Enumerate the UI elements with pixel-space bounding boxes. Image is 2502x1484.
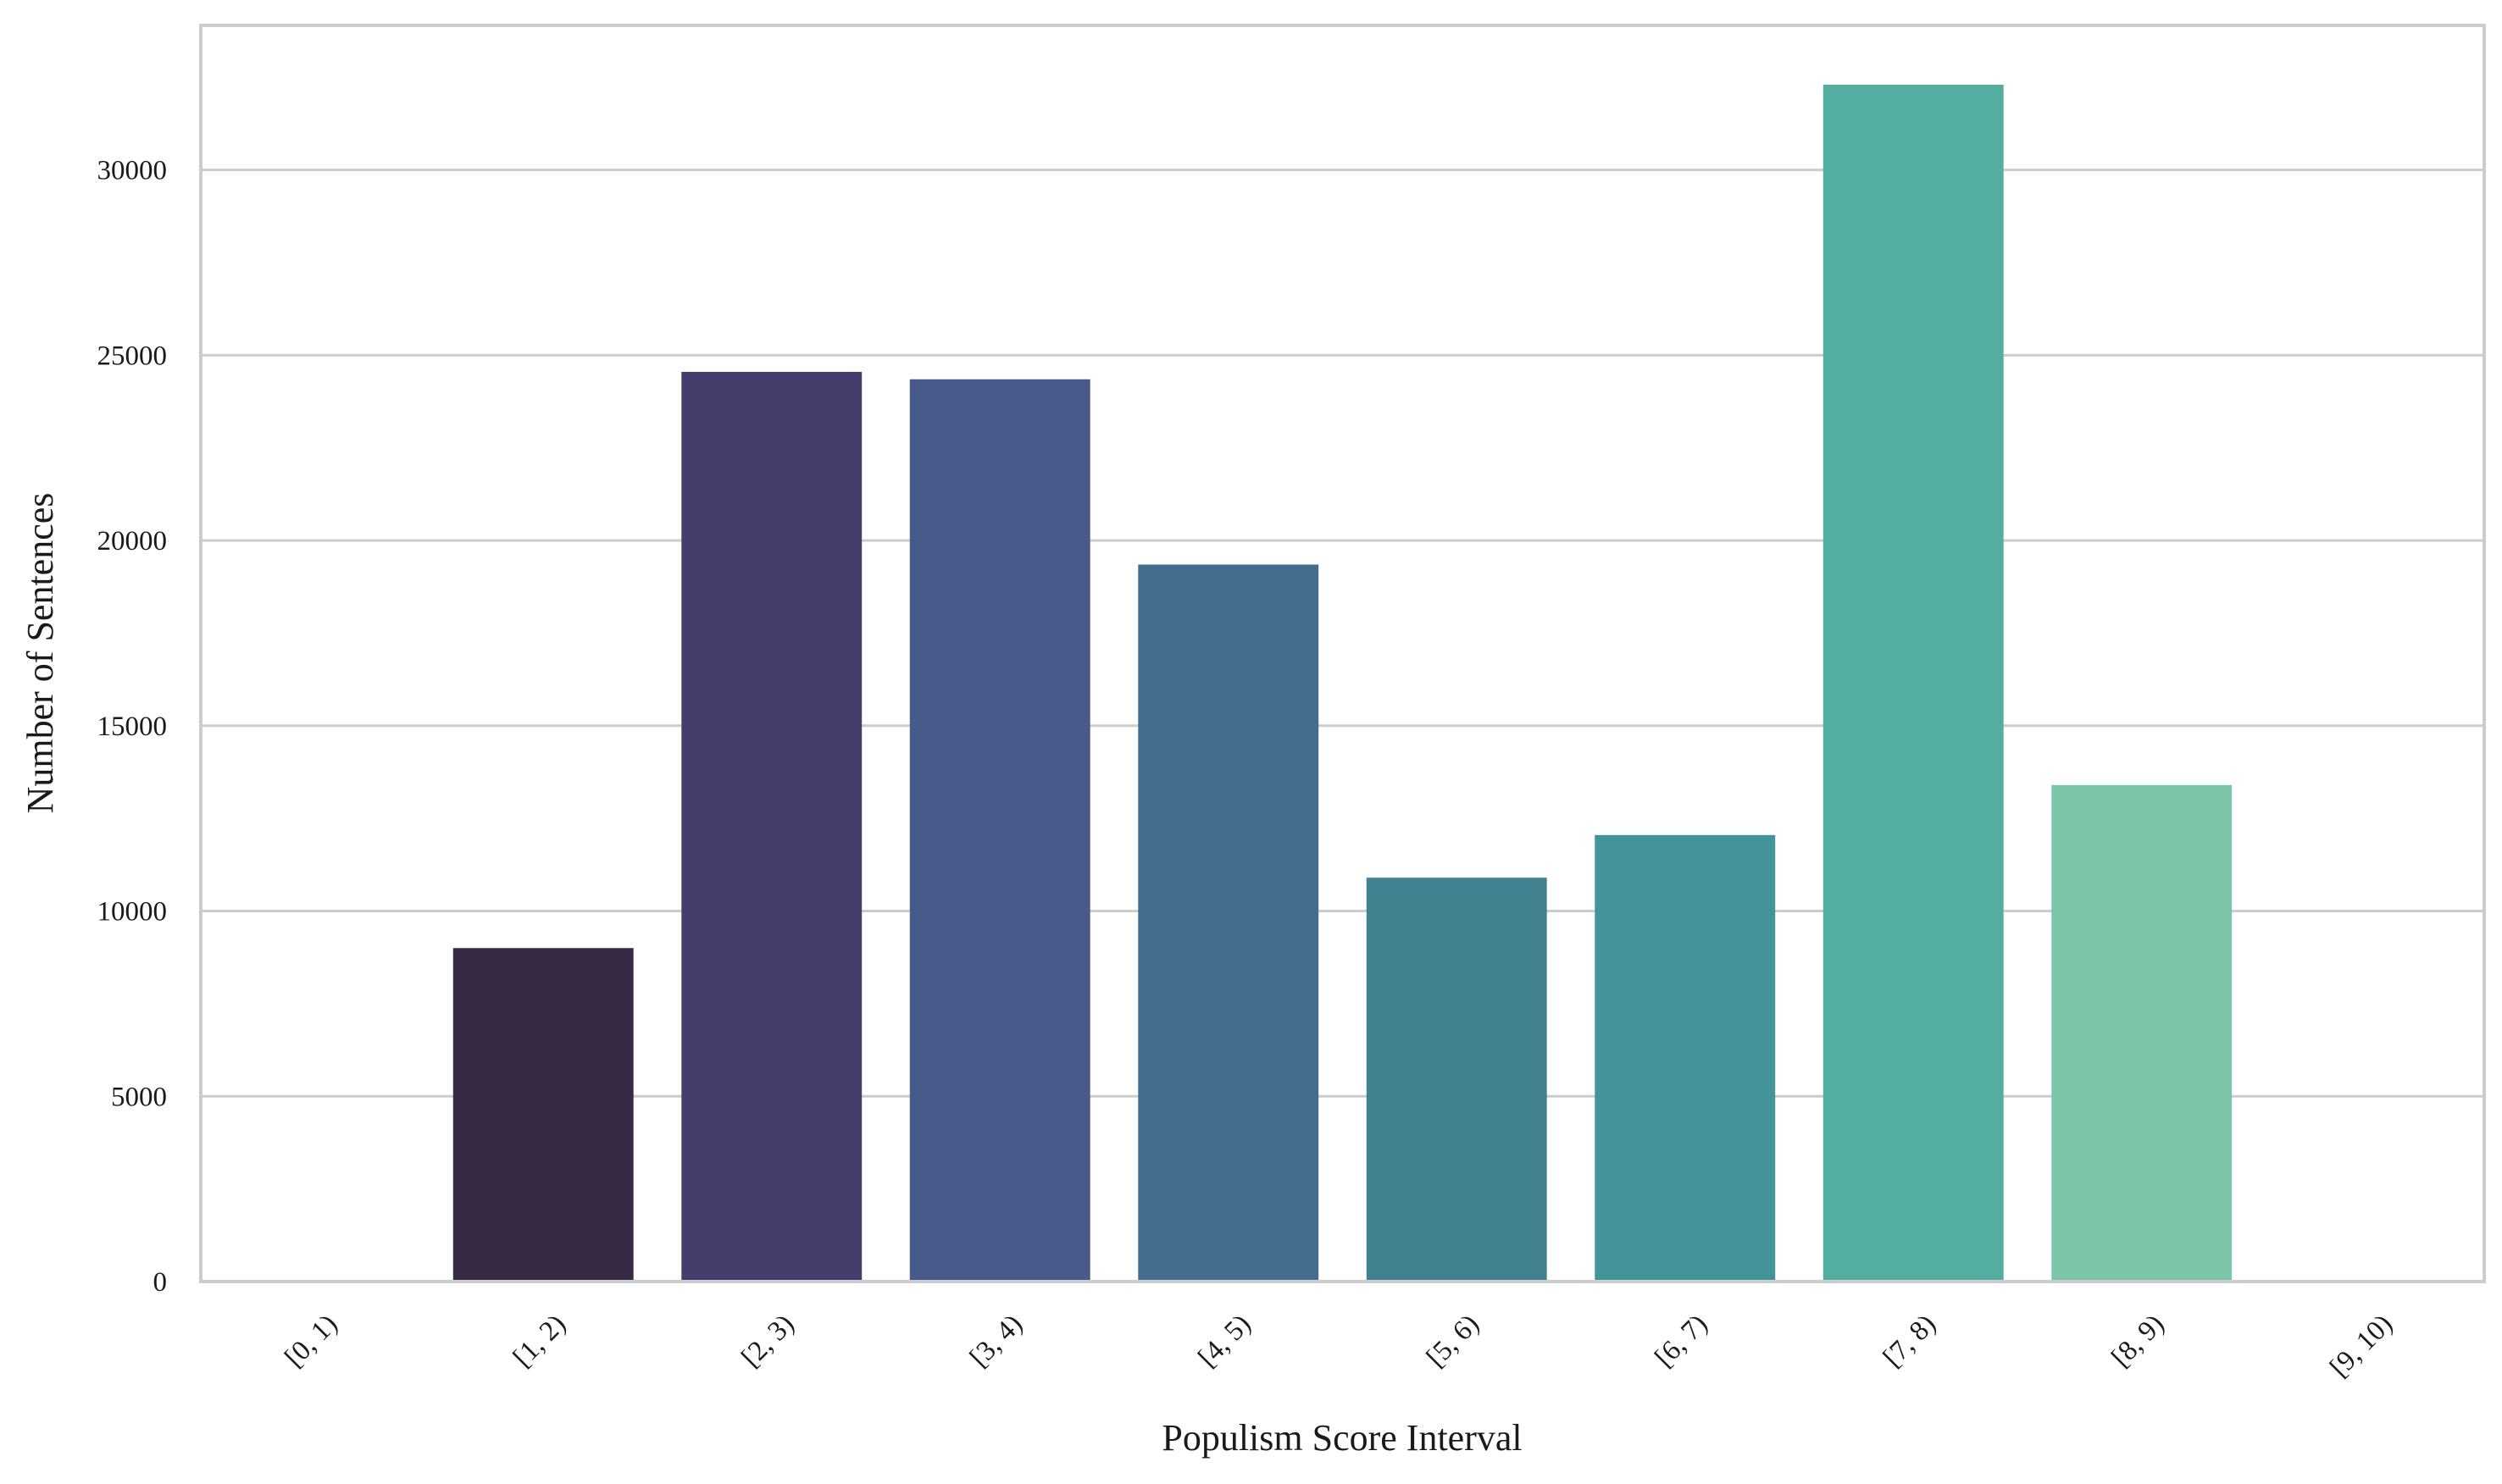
bar <box>1595 834 1776 1282</box>
x-tick-label: [3, 4) <box>964 1309 1029 1373</box>
y-axis-label: Number of Sentences <box>19 493 61 814</box>
bar <box>909 379 1090 1282</box>
x-tick-label: [9, 10) <box>2324 1309 2399 1383</box>
bar <box>452 948 634 1282</box>
y-tick-label: 0 <box>153 1267 168 1298</box>
plot-frame <box>199 24 2486 1283</box>
y-tick-label: 5000 <box>111 1082 167 1112</box>
bar <box>2051 784 2233 1282</box>
bar <box>681 372 863 1282</box>
y-tick-label: 10000 <box>97 897 168 928</box>
bars <box>452 84 2233 1282</box>
y-tick-label: 15000 <box>97 712 168 742</box>
x-tick-label: [5, 6) <box>1421 1309 1485 1373</box>
bar <box>1138 564 1319 1282</box>
y-tick-label: 20000 <box>97 526 168 556</box>
y-tick-label: 30000 <box>97 156 168 186</box>
x-axis-label: Populism Score Interval <box>1162 1417 1522 1459</box>
x-tick-label: [0, 1) <box>279 1309 343 1373</box>
x-tick-label: [8, 9) <box>2105 1309 2170 1373</box>
bar <box>1822 84 2004 1282</box>
x-tick-label: [4, 5) <box>1192 1309 1257 1373</box>
y-tick-label: 25000 <box>97 341 168 371</box>
y-tick-labels: 0 5000 10000 15000 20000 25000 30000 <box>97 156 168 1298</box>
x-tick-label: [6, 7) <box>1649 1309 1713 1373</box>
bar <box>1366 878 1547 1282</box>
x-tick-label: [2, 3) <box>735 1309 800 1373</box>
x-tick-label: [7, 8) <box>1878 1309 1942 1373</box>
x-tick-label: [1, 2) <box>508 1309 572 1373</box>
x-tick-labels: [0, 1) [1, 2) [2, 3) [3, 4) [4, 5) [5, 6) [6, … <box>279 1309 2399 1383</box>
